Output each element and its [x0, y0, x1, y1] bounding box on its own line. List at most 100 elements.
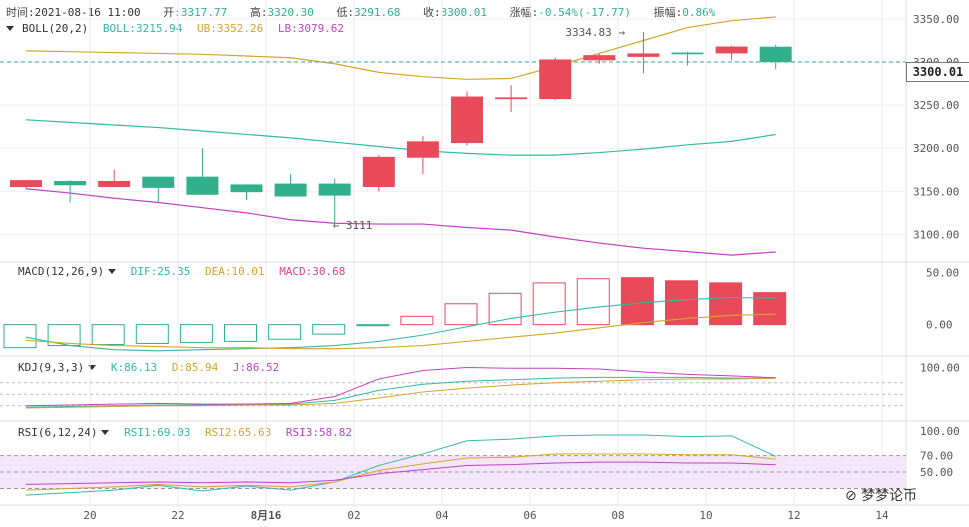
macd-dif-value: DIF:25.35 [130, 265, 191, 278]
boll-ub-line [25, 16, 776, 80]
candle-body [362, 156, 395, 188]
boll-mid-value: BOLL:3215.94 [102, 22, 183, 35]
candle-body [54, 180, 87, 186]
kdj-k-line [25, 376, 776, 408]
x-tick-label: 06 [523, 509, 536, 522]
candle [583, 53, 616, 64]
rsi-name[interactable]: RSI(6,12,24) [18, 426, 98, 439]
kdj-j-line [25, 366, 776, 407]
x-tick-label: 04 [435, 509, 449, 522]
rsi-dropdown-icon[interactable] [101, 430, 110, 435]
candle-body [274, 183, 307, 197]
amplitude-field: 振幅:0.86% [654, 6, 724, 19]
kdj-d-value: D:85.94 [171, 361, 219, 374]
high-annotation: 3334.83 → [565, 26, 625, 39]
candle-body [539, 59, 572, 100]
candle [142, 176, 175, 202]
open-value: 3317.77 [180, 6, 228, 19]
candle-body [98, 180, 131, 188]
macd-bar [620, 277, 654, 326]
candle-body [186, 176, 219, 195]
low-field: 低:3291.68 [336, 6, 408, 19]
current-price-tag: 3300.01 [906, 62, 969, 82]
candle [715, 45, 748, 61]
change-field: 涨幅:-0.54%(-17.77) [510, 6, 639, 19]
watermark: ⊘ 梦梦论币 [845, 485, 917, 505]
macd-bar [709, 282, 743, 326]
candle-body [583, 55, 616, 61]
macd-bar [356, 324, 390, 327]
boll-name[interactable]: BOLL(20,2) [22, 22, 89, 35]
amplitude-label: 振幅: [653, 6, 683, 19]
close-field: 收:3300.01 [423, 6, 495, 19]
macd-legend: MACD(12,26,9) DIF:25.35 DEA:10.01 MACD:3… [18, 265, 353, 278]
x-tick-label: 12 [787, 509, 800, 522]
candle [495, 85, 528, 113]
candle-body [406, 141, 439, 158]
candle-body [715, 46, 748, 54]
macd-dif-line [25, 296, 776, 352]
macd-bar [268, 324, 302, 340]
macd-bar [47, 324, 81, 347]
high-field: 高:3320.30 [250, 6, 322, 19]
amplitude-value: 0.86% [682, 6, 716, 19]
kdj-legend: KDJ(9,3,3) K:86.13 D:85.94 J:86.52 [18, 361, 287, 374]
candle-body [671, 52, 704, 55]
candle [451, 91, 483, 146]
rsi1-line [25, 434, 776, 496]
macd-tick-label: 0.00 [926, 319, 953, 332]
low-value: 3291.68 [354, 6, 401, 19]
candle-body [759, 46, 792, 63]
macd-bar [400, 315, 434, 326]
candle [627, 32, 660, 74]
rsi-legend: RSI(6,12,24) RSI1:69.03 RSI2:65.63 RSI3:… [18, 426, 360, 439]
low-label: 低: [336, 6, 355, 19]
rsi1-value: RSI1:69.03 [124, 426, 191, 439]
candle-body [142, 176, 175, 188]
macd-bar [444, 303, 478, 326]
x-tick-label: 20 [83, 509, 96, 522]
open-label: 开: [163, 6, 181, 19]
candle [274, 174, 307, 197]
macd-bar [91, 324, 125, 346]
kdj-tick-label: 100.00 [920, 361, 960, 374]
kdj-d-line [25, 377, 776, 409]
time-field: 时间:2021-08-16 11:00 [6, 6, 149, 19]
candle [539, 57, 572, 100]
kdj-name[interactable]: KDJ(9,3,3) [18, 361, 85, 374]
candle-body [495, 97, 528, 100]
rsi-tick-label: 50.00 [920, 466, 953, 479]
kdj-dropdown-icon[interactable] [88, 365, 97, 370]
price-tick-label: 3250.00 [913, 99, 959, 112]
open-field: 开:3317.77 [163, 6, 235, 19]
x-tick-label: 22 [171, 509, 184, 522]
macd-name[interactable]: MACD(12,26,9) [18, 265, 105, 278]
boll-dropdown-icon[interactable] [6, 26, 14, 31]
macd-value: MACD:30.68 [279, 265, 346, 278]
candle [759, 44, 792, 70]
x-tick-label: 08 [611, 509, 624, 522]
macd-dea-value: DEA:10.01 [204, 265, 265, 278]
low-annotation: ← 3111 [333, 219, 373, 232]
high-value: 3320.30 [267, 6, 314, 19]
x-tick-label: 02 [347, 509, 360, 522]
candle [671, 51, 704, 66]
candle-body [627, 53, 660, 57]
time-value: 2021-08-16 11:00 [34, 6, 141, 19]
candle-body [10, 180, 42, 188]
header-bar: 时间:2021-08-16 11:00 开:3317.77 高:3320.30 … [6, 4, 731, 20]
watermark-logo-icon: ⊘ [845, 488, 857, 504]
macd-dropdown-icon[interactable] [108, 269, 117, 274]
close-label: 收: [423, 6, 441, 19]
price-tick-label: 3100.00 [913, 228, 959, 241]
rsi2-value: RSI2:65.63 [204, 426, 272, 439]
time-label: 时间: [6, 6, 35, 19]
macd-bar [179, 324, 213, 343]
x-tick-label: 10 [699, 509, 712, 522]
candle [54, 180, 87, 203]
macd-bar [665, 280, 698, 326]
price-tick-label: 3200.00 [913, 142, 959, 155]
kdj-j-value: J:86.52 [232, 361, 280, 374]
boll-lb-value: LB:3079.62 [277, 22, 345, 35]
